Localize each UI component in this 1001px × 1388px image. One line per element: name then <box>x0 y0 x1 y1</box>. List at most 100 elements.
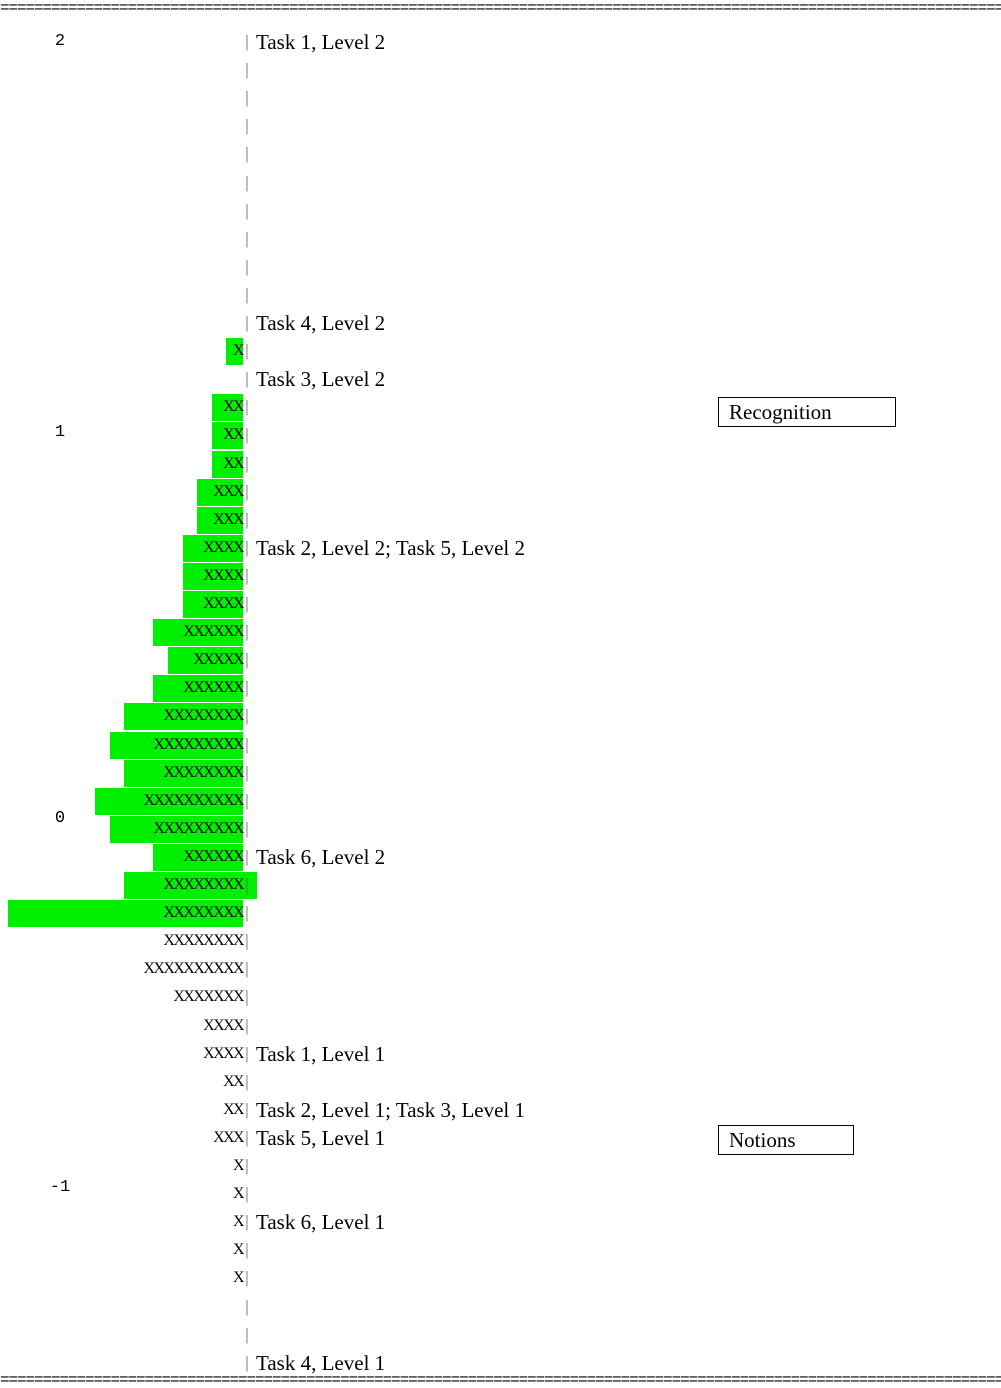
axis-segment: | <box>245 341 249 361</box>
axis-segment: | <box>245 228 249 248</box>
person-markers: X <box>233 1213 245 1231</box>
axis-segment: | <box>245 790 249 810</box>
axis-segment: | <box>245 987 249 1007</box>
axis-segment: | <box>245 1156 249 1175</box>
y-tick-label-0: 0 <box>54 809 66 828</box>
item-label: Task 5, Level 1 <box>256 1125 386 1150</box>
y-tick-label-2: 2 <box>54 32 66 51</box>
axis-segment: | <box>245 425 249 445</box>
person-markers: X <box>233 1185 245 1203</box>
axis-segment: | <box>245 903 249 923</box>
y-tick-label-minus-1: -1 <box>49 1178 71 1197</box>
highlight-bar <box>197 478 243 506</box>
axis-segment: | <box>245 116 249 136</box>
axis-segment: | <box>245 931 249 951</box>
highlight-bar <box>153 619 243 647</box>
top-rule: ========================================… <box>0 0 1001 16</box>
person-markers: XXXXXXXX <box>163 763 244 781</box>
item-label: Task 6, Level 2 <box>256 844 386 869</box>
axis-segment: | <box>245 678 249 698</box>
person-markers: XXXX <box>203 1016 244 1034</box>
person-markers: XXX <box>213 482 244 500</box>
person-markers: XXXXXXXXXX <box>143 960 244 978</box>
axis-segment: | <box>245 256 249 276</box>
person-markers: XX <box>223 454 245 472</box>
item-label: Task 4, Level 2 <box>256 311 386 335</box>
axis-segment: | <box>245 397 249 417</box>
person-markers: XX <box>223 1072 245 1090</box>
axis-segment: | <box>245 1127 249 1147</box>
item-label: Task 6, Level 1 <box>256 1210 386 1235</box>
highlight-bar <box>182 591 243 619</box>
axis-segment: | <box>245 284 249 304</box>
person-markers: XXXXXXXXXX <box>143 791 244 809</box>
person-markers: XX <box>223 398 245 416</box>
highlight-bar <box>211 450 243 478</box>
axis-segment: | <box>245 1099 249 1119</box>
person-markers: X <box>233 342 245 360</box>
person-markers: XXXXXXXX <box>163 876 244 893</box>
axis-segment: | <box>245 1212 249 1232</box>
legend-notions: Notions <box>718 1125 854 1155</box>
highlight-bar <box>197 506 243 534</box>
axis-segment: | <box>245 200 249 220</box>
axis-segment: | <box>245 818 249 838</box>
axis-segment: | <box>245 846 249 866</box>
highlight-bar <box>182 534 243 562</box>
highlight-bar <box>211 394 243 422</box>
person-markers: XXXXXXXX <box>163 707 244 725</box>
highlight-bar <box>8 900 243 928</box>
item-label: Task 2, Level 1; Task 3, Level 1 <box>256 1097 526 1122</box>
person-markers: XXXXX <box>193 651 244 669</box>
highlight-bar <box>226 338 243 366</box>
bottom-rule: ========================================… <box>0 1372 1001 1388</box>
highlight-bar <box>95 787 243 815</box>
highlight-bar <box>153 675 243 703</box>
person-markers: XXXX <box>203 566 244 584</box>
axis-segment: | <box>245 60 249 80</box>
highlight-bar <box>124 703 243 731</box>
axis-segment: | <box>245 959 249 979</box>
legend-recognition: Recognition <box>718 397 896 427</box>
axis-segment: | <box>245 594 249 613</box>
person-markers: XXXXXX <box>183 679 244 697</box>
person-markers: X <box>233 1269 245 1287</box>
highlight-bar <box>182 562 243 590</box>
y-tick-label-1: 1 <box>54 423 66 442</box>
highlight-bar <box>124 759 243 787</box>
axis-segment: | <box>245 1268 249 1288</box>
axis-segment: | <box>245 565 249 585</box>
highlight-bar <box>109 731 243 759</box>
axis-segment: | <box>245 1352 249 1372</box>
person-markers: XXXXXXXXX <box>153 819 244 837</box>
item-label: Task 1, Level 1 <box>256 1041 386 1066</box>
axis-segment: | <box>245 172 249 192</box>
axis-segment: | <box>245 144 249 164</box>
axis-segment: | <box>245 481 249 501</box>
person-markers: XX <box>223 426 245 444</box>
item-label: Task 2, Level 2; Task 5, Level 2 <box>256 535 526 560</box>
person-markers: X <box>233 1157 245 1174</box>
person-markers: X <box>233 1241 245 1259</box>
axis-segment: | <box>245 622 249 642</box>
axis-segment: | <box>245 453 249 473</box>
person-markers: XXX <box>213 1128 244 1146</box>
person-markers: XXXXXXXX <box>163 932 244 950</box>
axis-segment: | <box>245 1324 249 1344</box>
axis-segment: | <box>245 734 249 754</box>
person-markers: XXX <box>213 510 244 528</box>
axis-segment: | <box>245 537 249 557</box>
axis-segment: | <box>245 88 249 108</box>
person-markers: XXXX <box>203 595 244 612</box>
axis-segment: | <box>245 509 249 529</box>
person-markers: XXXXXXX <box>173 988 244 1006</box>
axis-segment: | <box>245 1043 249 1063</box>
item-label: Task 4, Level 1 <box>256 1350 386 1375</box>
item-label: Task 3, Level 2 <box>256 367 386 392</box>
axis-segment: | <box>245 1184 249 1204</box>
highlight-bar <box>211 422 243 450</box>
highlight-bar <box>168 647 243 675</box>
person-markers: XXXXXX <box>183 623 244 641</box>
axis-segment: | <box>245 1015 249 1035</box>
